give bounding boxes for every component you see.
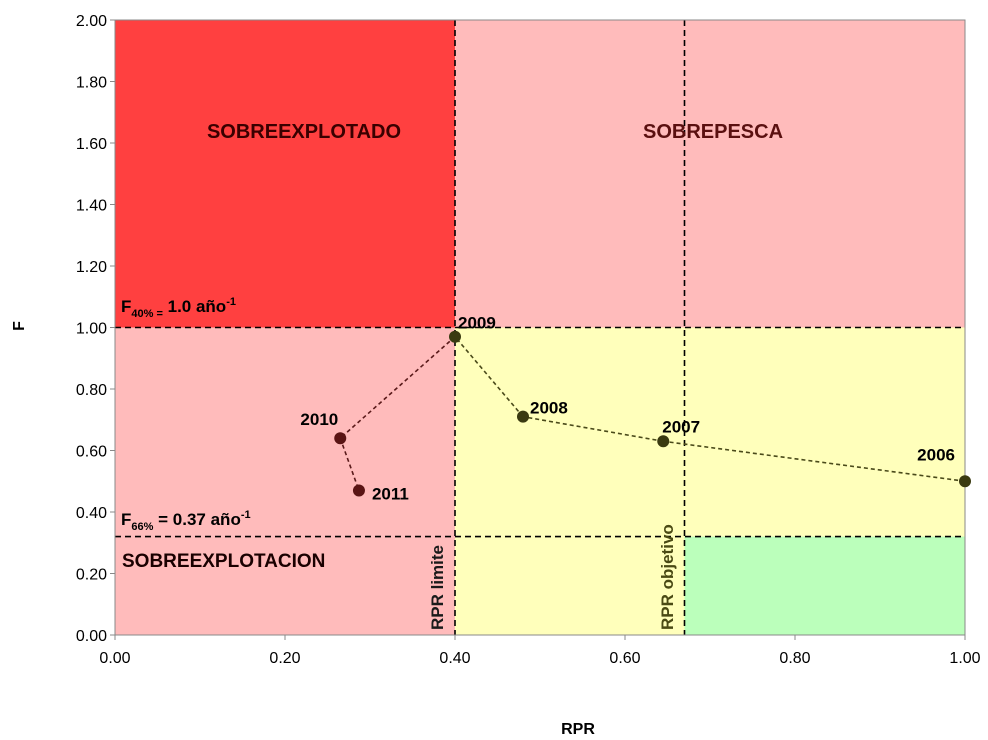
zone-backgrounds <box>115 20 965 635</box>
year-label-2009: 2009 <box>458 314 496 333</box>
series-trajectory <box>339 336 966 491</box>
f40-value: 1.0 año <box>163 297 226 316</box>
reference-lines <box>115 20 965 635</box>
f66-value: = 0.37 año <box>153 510 240 529</box>
f66-annotation: F66% = 0.37 año-1 <box>121 509 251 533</box>
y-tick-label: 1.00 <box>76 321 107 338</box>
rpr-objetivo-label: RPR objetivo <box>658 524 677 630</box>
y-tick-label: 0.40 <box>76 505 107 522</box>
y-tick-label: 1.60 <box>76 136 107 153</box>
data-point-2010 <box>334 432 347 445</box>
zone-green-zone <box>684 536 965 635</box>
year-label-2010: 2010 <box>300 410 338 429</box>
y-tick-label: 0.20 <box>76 567 107 584</box>
f40-subscript: 40% = <box>131 308 163 320</box>
y-tick-label: 1.80 <box>76 75 107 92</box>
series-segment-2007-2008 <box>522 415 664 443</box>
y-tick-label: 0.00 <box>76 628 107 645</box>
year-label-2006: 2006 <box>917 445 955 464</box>
zone-sobreexplotacion <box>115 327 455 635</box>
f40-symbol: F <box>121 297 131 316</box>
data-point-2008 <box>517 410 529 423</box>
x-axis-ticks: 0.00 0.20 0.40 0.60 0.80 1.00 <box>99 635 981 667</box>
data-point-2011 <box>352 484 365 497</box>
zone-label-sobreexplotacion: SOBREEXPLOTACION <box>122 551 325 572</box>
f66-symbol: F <box>121 510 131 529</box>
series-segment-2006-2007 <box>663 440 966 483</box>
x-axis-label: RPR <box>561 721 595 738</box>
year-label-2008: 2008 <box>530 399 568 418</box>
x-tick-label: 0.40 <box>439 650 470 667</box>
year-labels: 2006 2007 2008 2009 2010 2011 <box>300 314 955 504</box>
series-segment-2008-2009 <box>454 336 524 418</box>
series-segment-2009-2010 <box>339 336 456 439</box>
zone-sobrepesca <box>455 20 965 328</box>
f40-superscript: -1 <box>226 296 236 308</box>
y-tick-label: 1.20 <box>76 259 107 276</box>
zone-sobreexplotado <box>115 20 455 328</box>
f66-superscript: -1 <box>241 509 251 521</box>
y-tick-label: 1.40 <box>76 198 107 215</box>
year-label-2011: 2011 <box>372 484 409 503</box>
data-point-2007 <box>657 435 670 448</box>
f40-annotation: F40% = 1.0 año-1 <box>121 296 236 320</box>
x-tick-label: 0.80 <box>779 650 810 667</box>
y-tick-label: 0.60 <box>76 444 107 461</box>
rpr-limite-label: RPR limite <box>428 545 447 630</box>
zone-label-sobreexplotado: SOBREEXPLOTADO <box>207 121 401 143</box>
data-points <box>334 330 971 497</box>
f66-subscript: 66% <box>131 521 153 533</box>
zone-label-sobrepesca: SOBREPESCA <box>643 121 783 143</box>
x-tick-label: 0.60 <box>609 650 640 667</box>
data-point-2009 <box>449 330 461 343</box>
y-axis-ticks: 0.00 0.20 0.40 0.60 0.80 1.00 1.20 1.40 1.60 1.80… <box>76 13 115 645</box>
x-tick-label: 1.00 <box>949 650 980 667</box>
y-tick-label: 0.80 <box>76 382 107 399</box>
year-label-2007: 2007 <box>662 417 700 436</box>
y-tick-label: 2.00 <box>76 13 107 30</box>
y-axis-label: F <box>11 321 28 331</box>
x-tick-label: 0.20 <box>269 650 300 667</box>
x-tick-label: 0.00 <box>99 650 130 667</box>
series-segment-2010-2011 <box>339 437 360 491</box>
data-point-2006 <box>959 475 971 488</box>
